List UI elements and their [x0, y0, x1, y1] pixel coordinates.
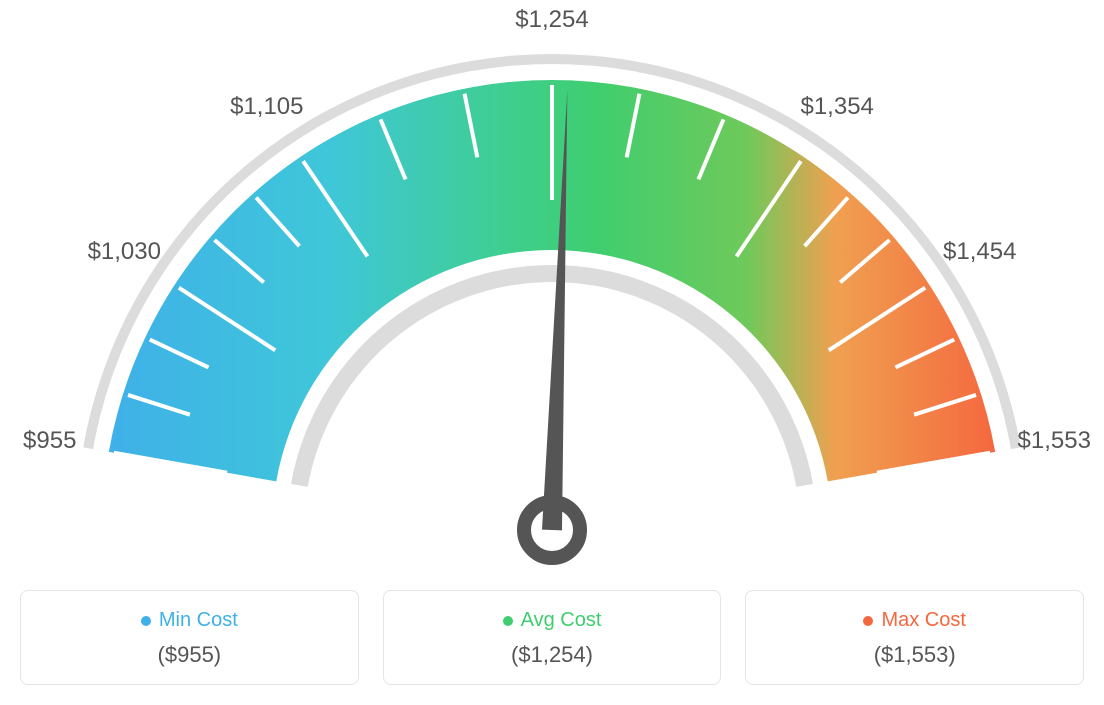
legend-value-avg: ($1,254): [394, 642, 711, 668]
legend-title-text: Avg Cost: [521, 609, 602, 631]
legend-value-min: ($955): [31, 642, 348, 668]
legend-title-avg: Avg Cost: [394, 609, 711, 632]
legend-card-avg: Avg Cost ($1,254): [383, 590, 722, 685]
legend-title-max: Max Cost: [756, 609, 1073, 632]
chart-container: $955$1,030$1,105$1,254$1,354$1,454$1,553…: [20, 20, 1084, 685]
scale-label: $1,254: [515, 6, 588, 34]
scale-label: $955: [23, 427, 76, 455]
gauge-wrapper: $955$1,030$1,105$1,254$1,354$1,454$1,553: [20, 20, 1084, 580]
legend-dot-icon: [863, 616, 873, 626]
legend-dot-icon: [141, 616, 151, 626]
scale-label: $1,454: [943, 238, 1016, 266]
scale-label: $1,354: [800, 93, 873, 121]
legend-row: Min Cost ($955) Avg Cost ($1,254) Max Cost ($…: [20, 590, 1084, 685]
scale-label: $1,030: [88, 238, 161, 266]
scale-label: $1,105: [230, 93, 303, 121]
legend-card-max: Max Cost ($1,553): [745, 590, 1084, 685]
legend-card-min: Min Cost ($955): [20, 590, 359, 685]
legend-value-max: ($1,553): [756, 642, 1073, 668]
legend-title-min: Min Cost: [31, 609, 348, 632]
legend-title-text: Max Cost: [881, 609, 965, 631]
gauge-chart: [20, 20, 1084, 580]
legend-dot-icon: [503, 616, 513, 626]
scale-label: $1,553: [1018, 427, 1091, 455]
legend-title-text: Min Cost: [159, 609, 238, 631]
